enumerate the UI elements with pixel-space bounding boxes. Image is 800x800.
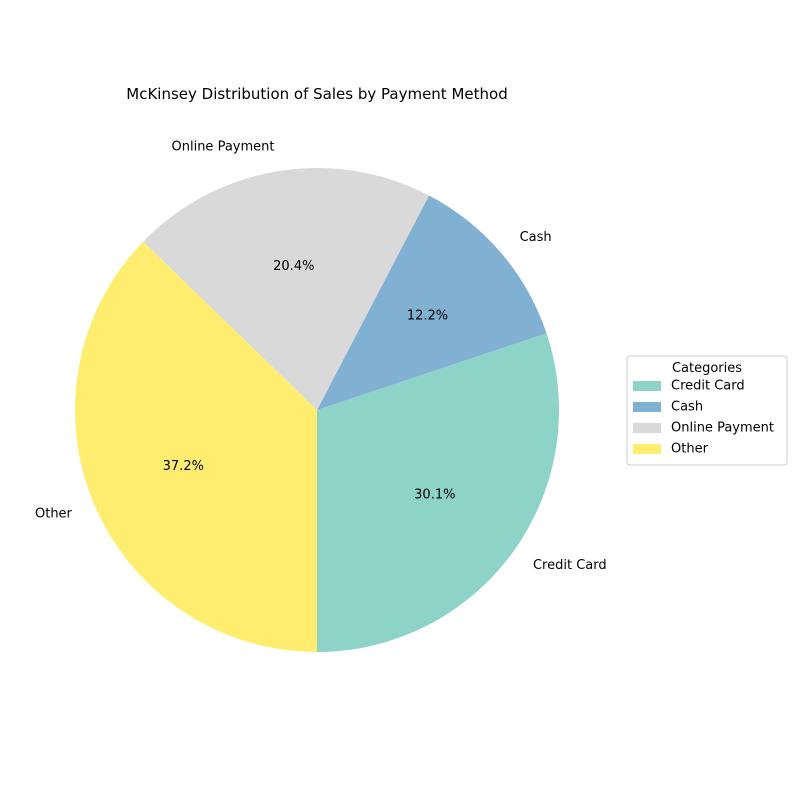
pie-slice-other xyxy=(74,241,317,652)
legend-swatch-cash xyxy=(633,402,661,412)
slice-label-other: Other xyxy=(35,506,73,521)
legend-items: Credit Card Cash Online Payment Other xyxy=(633,379,774,457)
legend-swatch-online-payment xyxy=(633,423,661,433)
percent-label-credit-card: 30.1% xyxy=(414,487,455,502)
legend-frame xyxy=(626,355,788,466)
pie-slice-online-payment xyxy=(143,168,429,410)
legend-label-other: Other xyxy=(671,442,709,457)
pie-slice-cash xyxy=(317,195,547,410)
percent-label-online-payment: 20.4% xyxy=(273,259,314,274)
slice-label-credit-card: Credit Card xyxy=(533,558,607,573)
slice-label-online-payment: Online Payment xyxy=(172,140,275,155)
percent-labels: 30.1% 12.2% 20.4% 37.2% xyxy=(163,259,456,502)
percent-label-cash: 12.2% xyxy=(407,308,448,323)
pie-slices xyxy=(74,168,559,652)
legend: Categories Credit Card Cash Online Payment… xyxy=(626,355,788,466)
slice-label-cash: Cash xyxy=(520,230,552,245)
pie-slice-credit-card xyxy=(317,333,559,652)
percent-label-other: 37.2% xyxy=(163,459,204,474)
legend-label-cash: Cash xyxy=(671,400,703,415)
legend-swatch-credit-card xyxy=(633,381,661,391)
chart-title: McKinsey Distribution of Sales by Paymen… xyxy=(126,85,507,103)
legend-label-online-payment: Online Payment xyxy=(671,421,774,436)
legend-label-credit-card: Credit Card xyxy=(671,379,745,394)
legend-title: Categories xyxy=(672,361,742,376)
legend-swatch-other xyxy=(633,444,661,454)
slice-labels: Credit Card Cash Online Payment Other xyxy=(35,140,607,573)
